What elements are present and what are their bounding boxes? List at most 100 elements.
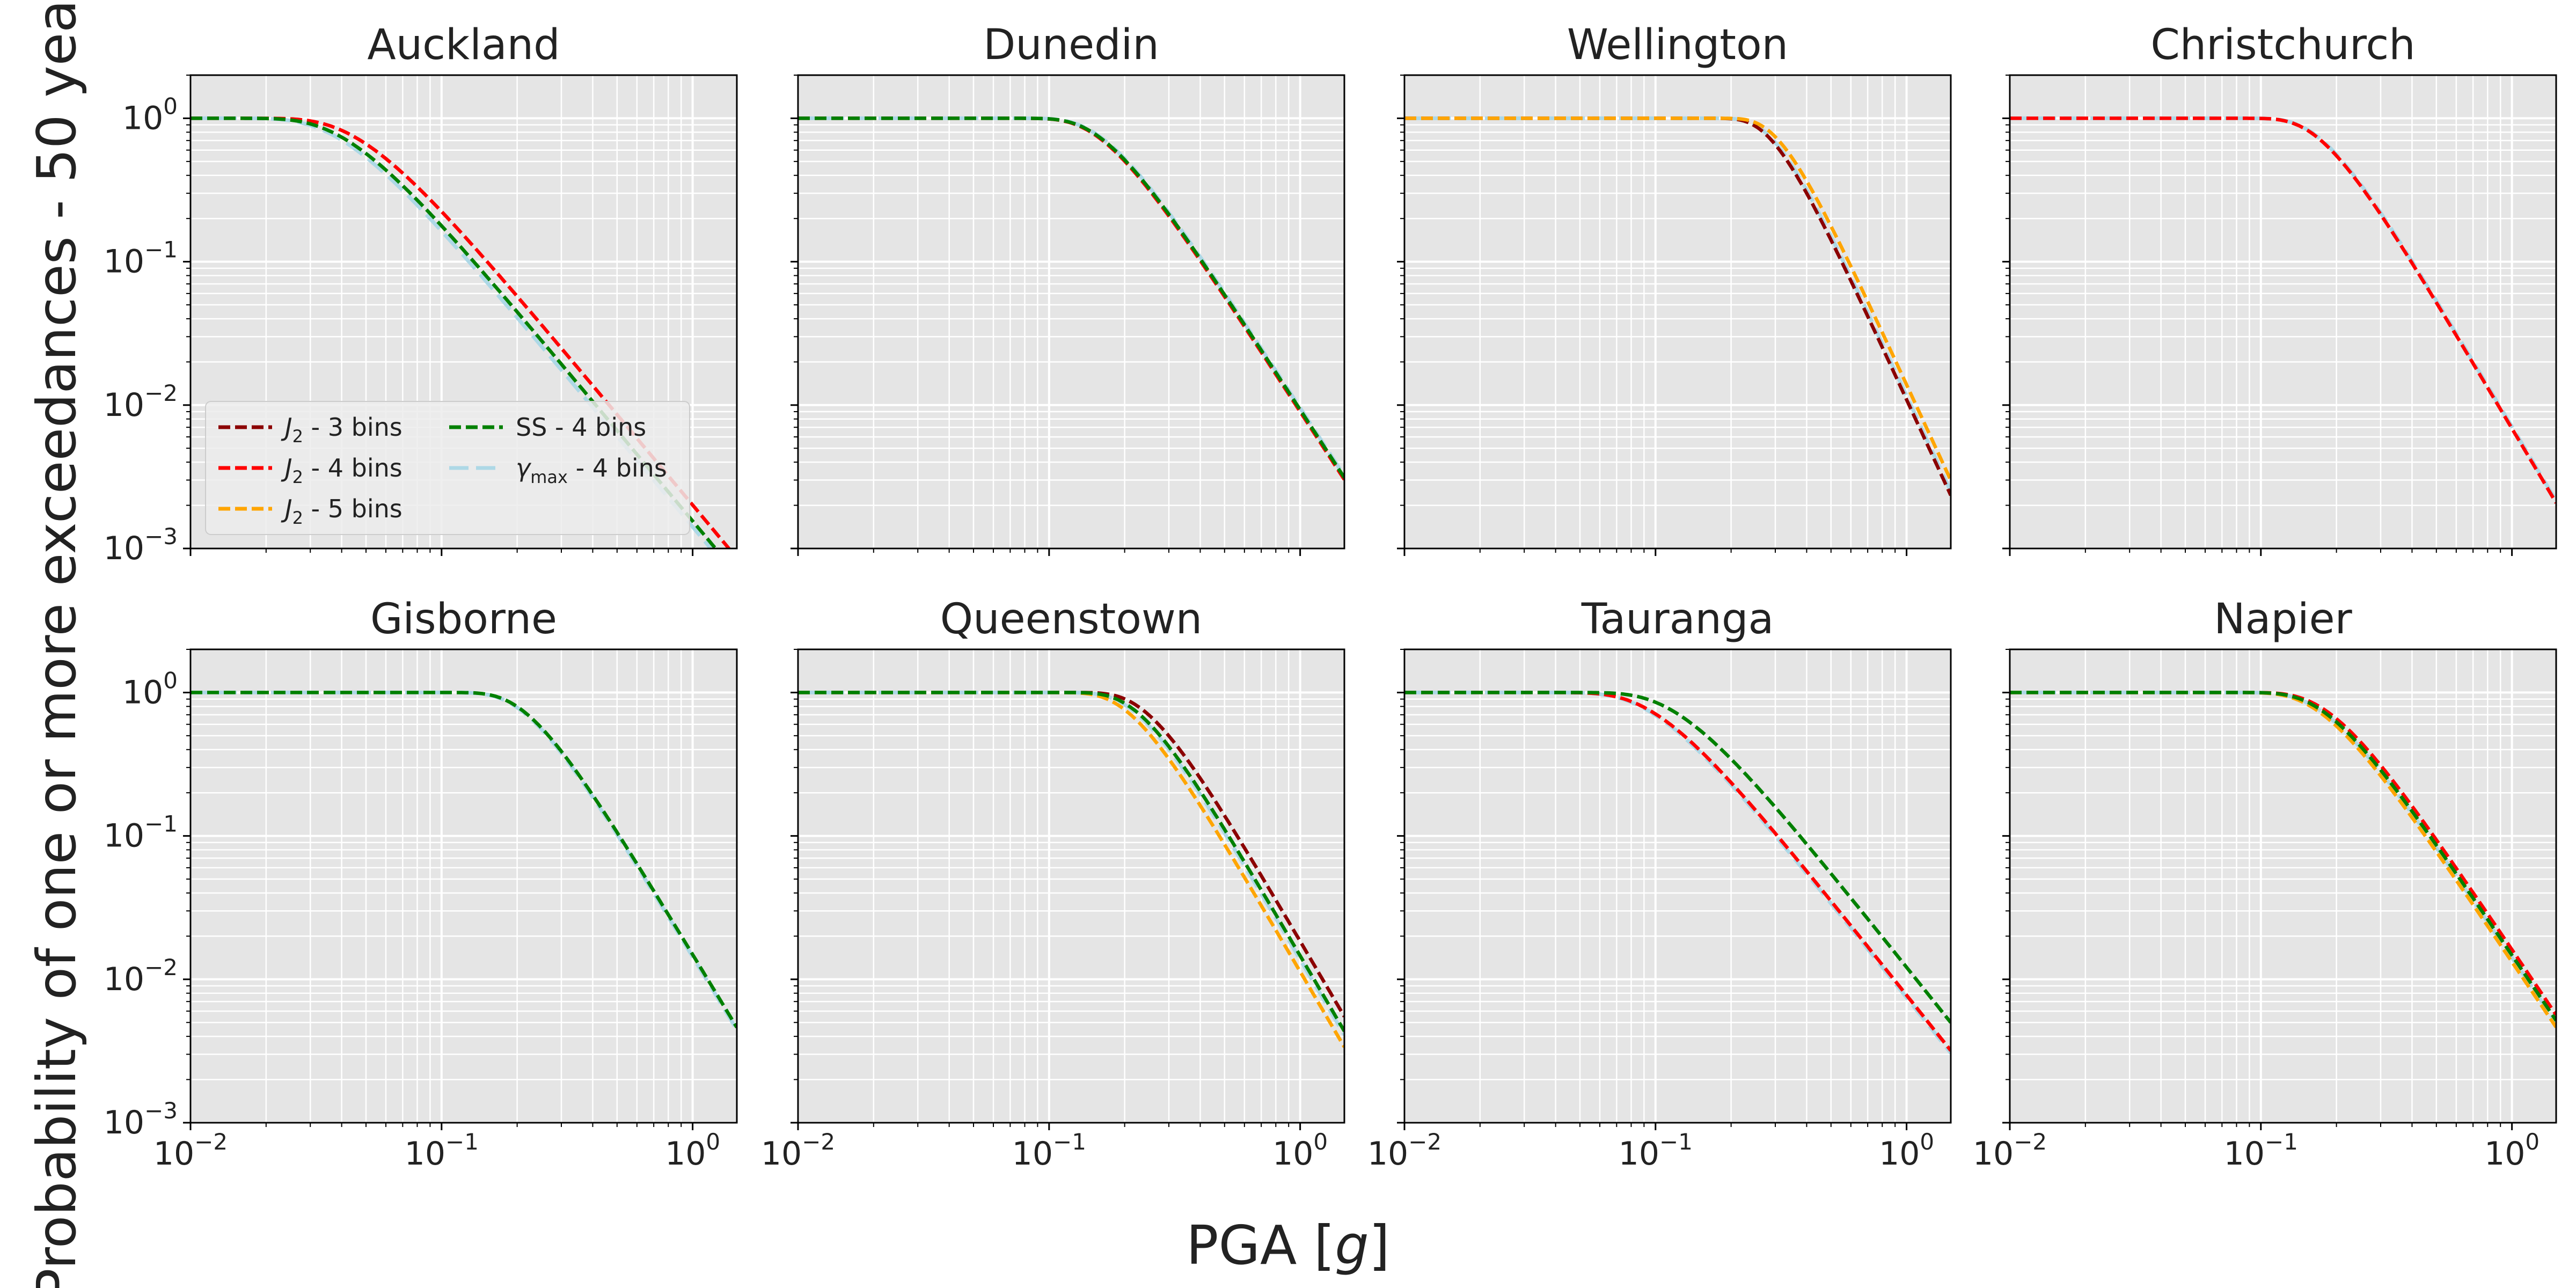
x-tick-label-base: 10 — [761, 1135, 802, 1173]
subplot-christchurch: Christchurch — [2002, 21, 2557, 556]
y-tick-label-exp: −2 — [144, 380, 178, 406]
series-lines — [2010, 690, 2556, 1028]
x-axis-label-prefix: PGA [ — [1186, 1214, 1335, 1277]
x-tick-label-exp: −1 — [1053, 1129, 1086, 1155]
y-tick-label: 10−3 — [104, 523, 178, 567]
series-lines — [798, 116, 1344, 481]
y-tick-label-base: 10 — [104, 1104, 144, 1141]
gridlines — [797, 74, 1344, 550]
plot-area — [2010, 649, 2556, 1123]
series-lines — [2010, 116, 2556, 504]
plot-frame — [1403, 648, 1952, 1124]
legend-text: - 4 bins — [568, 453, 667, 482]
x-tick-label-base: 10 — [2224, 1135, 2265, 1173]
x-tick-label: 100 — [665, 1129, 720, 1173]
x-tick-label: 10−2 — [153, 1129, 228, 1173]
y-tick-label-base: 10 — [104, 530, 144, 567]
x-tick-label-base: 10 — [1367, 1135, 1408, 1173]
x-tick-label: 100 — [2484, 1129, 2540, 1173]
subplot-dunedin: Dunedin — [791, 21, 1345, 556]
x-tick-label: 10−1 — [405, 1129, 479, 1173]
y-tick-label: 100 — [122, 667, 178, 711]
plot-area — [1404, 649, 1951, 1123]
y-tick-label-exp: −3 — [144, 1097, 178, 1124]
ticks — [183, 75, 694, 556]
ticks — [1397, 75, 1908, 556]
x-tick-label-base: 10 — [153, 1135, 194, 1173]
plot-area — [191, 649, 737, 1123]
y-tick-label-exp: −3 — [144, 523, 178, 550]
series-lines — [191, 690, 737, 1031]
x-tick-label: 10−1 — [1619, 1129, 1693, 1173]
subplot-title: Gisborne — [370, 595, 557, 643]
y-axis-label: Probability of one or more exceedances -… — [25, 0, 88, 1288]
ticks — [791, 75, 1301, 556]
series-lines — [798, 690, 1344, 1048]
legend-text: - 5 bins — [303, 494, 402, 523]
x-tick-label: 10−2 — [1367, 1129, 1441, 1173]
y-tick-label-base: 10 — [104, 386, 144, 424]
y-tick-label: 10−3 — [104, 1097, 178, 1141]
legend-text: SS - 4 bins — [516, 413, 646, 442]
series-line — [2010, 116, 2556, 504]
subplot-title: Wellington — [1567, 21, 1788, 69]
x-tick-label: 10−2 — [1973, 1129, 2047, 1173]
y-tick-label-base: 10 — [104, 961, 144, 998]
legend-label: J2 - 3 bins — [281, 413, 402, 447]
ticks — [791, 649, 1301, 1130]
y-tick-label-exp: −2 — [144, 954, 178, 980]
subplot-title: Christchurch — [2150, 21, 2415, 69]
subplot-wellington: Wellington — [1397, 21, 1952, 556]
legend-label: γmax - 4 bins — [516, 453, 667, 487]
x-tick-label-base: 10 — [665, 1135, 706, 1173]
y-tick-label-exp: −1 — [144, 237, 178, 263]
plot-area — [2010, 75, 2556, 548]
x-tick-label: 100 — [1272, 1129, 1328, 1173]
y-tick-label-exp: −1 — [144, 811, 178, 837]
x-tick-label: 10−2 — [761, 1129, 835, 1173]
series-line — [1404, 116, 1951, 481]
plot-frame — [797, 648, 1345, 1124]
x-tick-label-exp: −1 — [1659, 1129, 1693, 1155]
x-tick-label: 100 — [1879, 1129, 1934, 1173]
legend-text: - 4 bins — [303, 453, 402, 482]
x-tick-label: 10−1 — [2224, 1129, 2298, 1173]
y-tick-label-base: 10 — [104, 817, 144, 855]
ticks — [2002, 75, 2513, 556]
x-axis-label-suffix: ] — [1369, 1214, 1390, 1277]
plot-frame — [189, 74, 738, 550]
series-line — [2010, 691, 2556, 1022]
subplot-title: Tauranga — [1581, 595, 1774, 643]
x-tick-label-exp: −2 — [802, 1129, 835, 1155]
x-tick-label-base: 10 — [1272, 1135, 1313, 1173]
y-tick-label: 10−1 — [104, 811, 178, 855]
x-tick-label-exp: −2 — [2014, 1129, 2047, 1155]
ticks — [2002, 649, 2513, 1130]
x-tick-label-base: 10 — [1973, 1135, 2014, 1173]
x-axis-label: PGA [g] — [1186, 1214, 1390, 1277]
legend-label: SS - 4 bins — [516, 413, 646, 442]
plot-area — [798, 75, 1344, 548]
y-tick-label-base: 10 — [104, 243, 144, 281]
plot-frame — [2009, 648, 2557, 1124]
x-tick-label-exp: −1 — [2265, 1129, 2298, 1155]
legend-text: - 3 bins — [303, 413, 402, 442]
x-tick-label-exp: −1 — [445, 1129, 479, 1155]
y-tick-label: 10−2 — [104, 954, 178, 998]
y-tick-label-exp: 0 — [163, 667, 178, 693]
subplot-title: Napier — [2214, 595, 2352, 643]
x-tick-label-exp: 0 — [1313, 1129, 1328, 1155]
legend-subscript: 2 — [292, 508, 303, 528]
plot-area — [798, 649, 1344, 1123]
series-line — [798, 116, 1344, 479]
x-tick-label-exp: 0 — [706, 1129, 720, 1155]
plot-frame — [2009, 74, 2557, 550]
y-tick-label: 10−1 — [104, 237, 178, 281]
y-tick-label: 10−2 — [104, 380, 178, 424]
legend-box — [205, 401, 690, 535]
